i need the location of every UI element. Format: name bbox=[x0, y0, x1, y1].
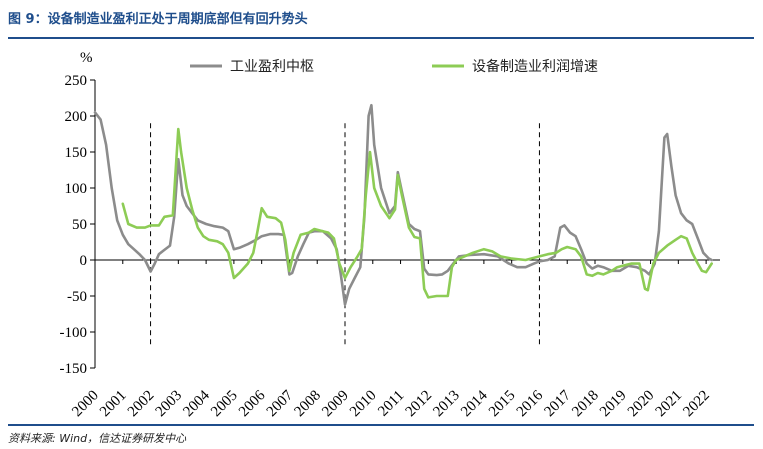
chart-axes: -150-100-50050100150200250%2000200120022… bbox=[60, 50, 720, 421]
y-tick-label: -50 bbox=[67, 289, 87, 305]
y-tick-label: 50 bbox=[72, 217, 87, 233]
x-tick-label: 2014 bbox=[458, 387, 491, 420]
x-tick-label: 2015 bbox=[486, 388, 519, 421]
cycle-bottom-markers bbox=[150, 123, 540, 345]
x-tick-label: 2010 bbox=[347, 388, 380, 421]
figure-title: 图 9：设备制造业盈利正处于周期底部但有回升势头 bbox=[8, 12, 308, 27]
y-tick-label: 0 bbox=[80, 253, 88, 269]
source-note: 资料来源: Wind，信达证券研发中心 bbox=[8, 432, 187, 445]
x-tick-label: 2020 bbox=[625, 388, 658, 421]
x-tick-label: 2000 bbox=[69, 388, 102, 421]
x-tick-label: 2008 bbox=[292, 388, 325, 421]
y-axis-unit: % bbox=[80, 50, 93, 66]
y-tick-label: -100 bbox=[60, 325, 88, 341]
x-tick-label: 2003 bbox=[153, 388, 186, 421]
x-tick-label: 2019 bbox=[597, 388, 630, 421]
x-tick-label: 2006 bbox=[236, 387, 269, 420]
y-tick-label: 150 bbox=[65, 145, 88, 161]
y-tick-label: -150 bbox=[60, 361, 88, 377]
title-divider bbox=[8, 37, 754, 39]
x-tick-label: 2001 bbox=[97, 388, 130, 421]
x-tick-label: 2009 bbox=[319, 388, 352, 421]
x-tick-label: 2018 bbox=[569, 388, 602, 421]
y-tick-label: 250 bbox=[65, 73, 88, 89]
series-lines bbox=[93, 103, 714, 306]
series-line-2 bbox=[121, 127, 714, 299]
x-tick-label: 2007 bbox=[264, 387, 297, 420]
x-tick-label: 2017 bbox=[542, 387, 575, 420]
y-tick-label: 100 bbox=[65, 181, 88, 197]
chart-legend: 工业盈利中枢 设备制造业利润增速 bbox=[190, 58, 598, 75]
x-tick-label: 2022 bbox=[680, 388, 713, 421]
legend-label-1: 工业盈利中枢 bbox=[230, 59, 314, 75]
x-tick-label: 2002 bbox=[125, 388, 158, 421]
series-line-1 bbox=[93, 103, 714, 306]
x-tick-label: 2012 bbox=[403, 388, 436, 421]
x-tick-label: 2005 bbox=[208, 388, 241, 421]
x-tick-label: 2021 bbox=[653, 388, 686, 421]
x-tick-label: 2004 bbox=[180, 387, 213, 420]
y-tick-label: 200 bbox=[65, 109, 88, 125]
x-tick-label: 2013 bbox=[430, 388, 463, 421]
x-tick-label: 2016 bbox=[514, 387, 547, 420]
x-tick-label: 2011 bbox=[375, 388, 407, 420]
footer-divider bbox=[8, 424, 754, 426]
legend-label-2: 设备制造业利润增速 bbox=[472, 58, 598, 75]
